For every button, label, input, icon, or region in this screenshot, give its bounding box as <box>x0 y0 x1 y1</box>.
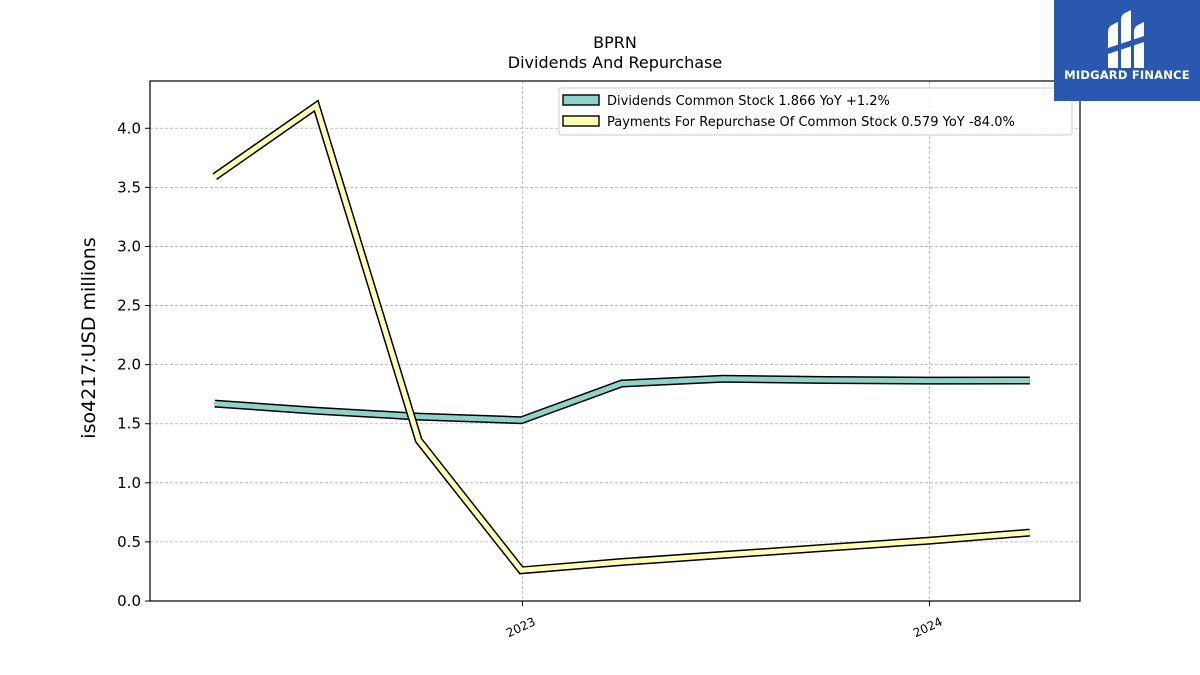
legend: Dividends Common Stock 1.866 YoY +1.2% P… <box>558 87 1073 136</box>
legend-box <box>558 87 1073 136</box>
chart-subtitle: Dividends And Repurchase <box>508 53 722 72</box>
y-tick-label: 3.0 <box>117 237 141 255</box>
grid-lines <box>150 81 1080 602</box>
legend-label-repurchase: Payments For Repurchase Of Common Stock … <box>607 115 1015 130</box>
y-tick-label: 0.5 <box>117 533 141 551</box>
legend-swatch-dividends <box>562 94 600 106</box>
y-tick-label: 2.5 <box>117 297 141 315</box>
midgard-logo-icon <box>1108 10 1144 68</box>
x-axis: 2023 2024 <box>504 601 945 640</box>
y-tick-label: 0.0 <box>117 592 141 610</box>
series-lines <box>212 99 1031 575</box>
y-tick-label: 1.0 <box>117 474 141 492</box>
plot-frame <box>149 80 1081 602</box>
y-axis: 0.0 0.5 1.0 1.5 2.0 2.5 3.0 3.5 4.0 <box>117 119 150 610</box>
x-tick-label: 2023 <box>504 615 538 641</box>
chart-title: BPRN <box>593 33 637 52</box>
series-line-repurchase <box>213 101 1030 573</box>
legend-swatch-repurchase <box>562 115 600 127</box>
midgard-finance-logo: MIDGARD FINANCE <box>1054 0 1200 101</box>
series-line-dividends <box>214 376 1030 423</box>
logo-text: MIDGARD FINANCE <box>1064 68 1190 82</box>
y-tick-label: 2.0 <box>117 356 141 374</box>
y-tick-label: 3.5 <box>117 178 141 196</box>
x-tick-label: 2024 <box>911 615 945 641</box>
y-tick-label: 1.5 <box>117 415 141 433</box>
y-axis-label: iso4217:USD millions <box>78 237 100 438</box>
legend-label-dividends: Dividends Common Stock 1.866 YoY +1.2% <box>607 94 890 109</box>
y-tick-label: 4.0 <box>117 119 141 137</box>
